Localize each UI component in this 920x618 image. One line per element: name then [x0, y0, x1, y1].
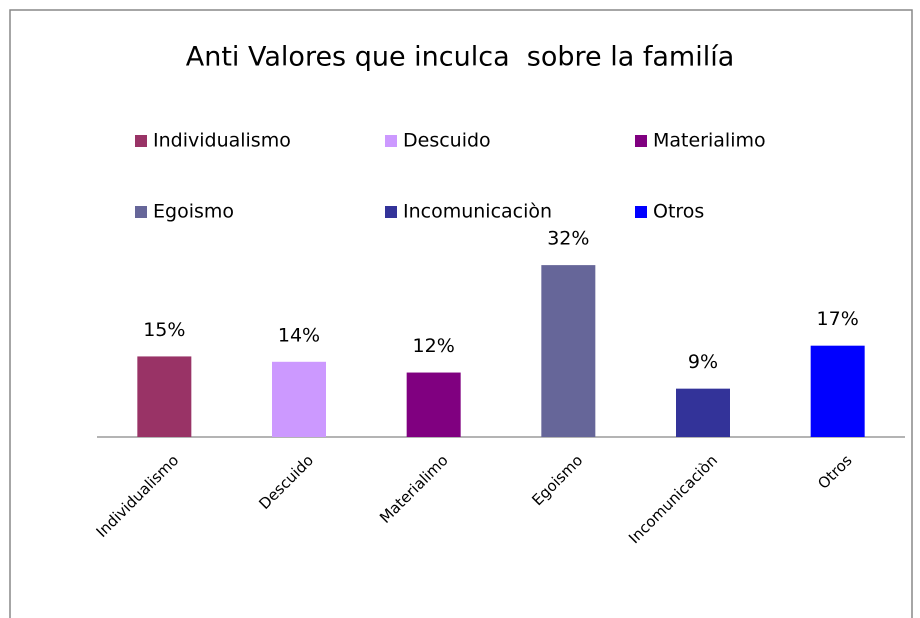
- chart-title: Anti Valores que inculca sobre la familí…: [186, 42, 735, 73]
- legend-label: Otros: [653, 201, 704, 223]
- bar: [676, 388, 730, 437]
- legend-swatch: [385, 206, 397, 218]
- legend-label: Incomunicaciòn: [403, 201, 552, 223]
- legend-swatch: [135, 206, 147, 218]
- x-tick-label: Descuido: [255, 451, 317, 513]
- bar: [406, 372, 461, 437]
- legend-swatch: [385, 135, 397, 147]
- bar: [272, 361, 326, 437]
- legend-label: Egoismo: [153, 201, 234, 223]
- legend-swatch: [135, 135, 147, 147]
- data-label: 32%: [547, 228, 589, 250]
- x-tick-label: Incomunicaciòn: [625, 451, 721, 547]
- chart-frame: [9, 9, 913, 618]
- bar: [541, 265, 596, 437]
- x-tick-label: Otros: [814, 451, 856, 493]
- x-tick-label: Individualismo: [93, 451, 183, 541]
- bar: [137, 356, 192, 437]
- data-label: 12%: [413, 335, 455, 357]
- legend-label: Materialimo: [653, 130, 766, 152]
- legend-label: Descuido: [403, 130, 491, 152]
- legend-label: Individualismo: [153, 130, 291, 152]
- legend-swatch: [635, 135, 647, 147]
- data-label: 17%: [817, 308, 859, 330]
- bar: [810, 345, 865, 437]
- x-tick-label: Egoismo: [528, 451, 586, 509]
- data-label: 9%: [688, 351, 718, 373]
- data-label: 14%: [278, 324, 320, 346]
- x-tick-label: Materialimo: [376, 451, 452, 527]
- data-label: 15%: [143, 319, 185, 341]
- legend-swatch: [635, 206, 647, 218]
